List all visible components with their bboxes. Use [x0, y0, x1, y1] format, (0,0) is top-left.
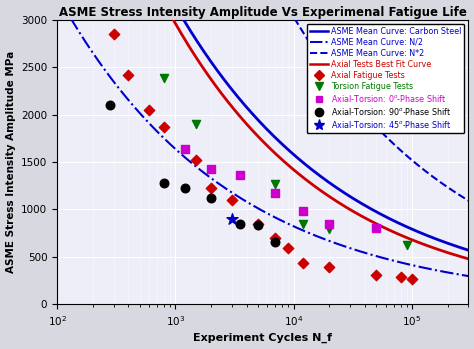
Point — [228, 197, 236, 203]
Point — [272, 191, 279, 196]
Legend: ASME Mean Curve: Carbon Steel, ASME Mean Curve: N/2, ASME Mean Curve: N*2, Axial: ASME Mean Curve: Carbon Steel, ASME Mean… — [307, 24, 465, 133]
Point — [299, 208, 307, 214]
Point — [326, 222, 333, 227]
Point — [272, 181, 279, 186]
Point — [299, 261, 307, 266]
X-axis label: Experiment Cycles N_f: Experiment Cycles N_f — [193, 333, 332, 343]
Point — [207, 185, 215, 190]
Point — [397, 274, 404, 280]
Point — [160, 124, 168, 129]
Point — [373, 272, 380, 277]
Point — [254, 223, 262, 228]
Point — [160, 180, 168, 186]
Point — [207, 167, 215, 172]
Point — [181, 146, 189, 151]
Point — [299, 222, 307, 227]
Point — [106, 102, 114, 108]
Point — [236, 222, 244, 227]
Point — [146, 107, 153, 113]
Point — [326, 227, 333, 232]
Point — [373, 225, 380, 231]
Point — [254, 221, 262, 226]
Point — [272, 239, 279, 244]
Point — [403, 243, 410, 248]
Point — [326, 264, 333, 270]
Title: ASME Stress Intensity Amplitude Vs Experimenal Fatigue Life: ASME Stress Intensity Amplitude Vs Exper… — [59, 6, 467, 18]
Point — [408, 276, 416, 282]
Point — [207, 195, 215, 201]
Point — [160, 76, 168, 81]
Point — [192, 157, 200, 163]
Point — [181, 186, 189, 191]
Point — [284, 245, 292, 251]
Point — [236, 172, 244, 178]
Point — [192, 121, 200, 127]
Point — [272, 235, 279, 240]
Y-axis label: ASME Stress Intensity Amplitude MPa: ASME Stress Intensity Amplitude MPa — [6, 51, 16, 273]
Point — [125, 72, 132, 77]
Point — [110, 31, 118, 37]
Point — [228, 216, 236, 222]
